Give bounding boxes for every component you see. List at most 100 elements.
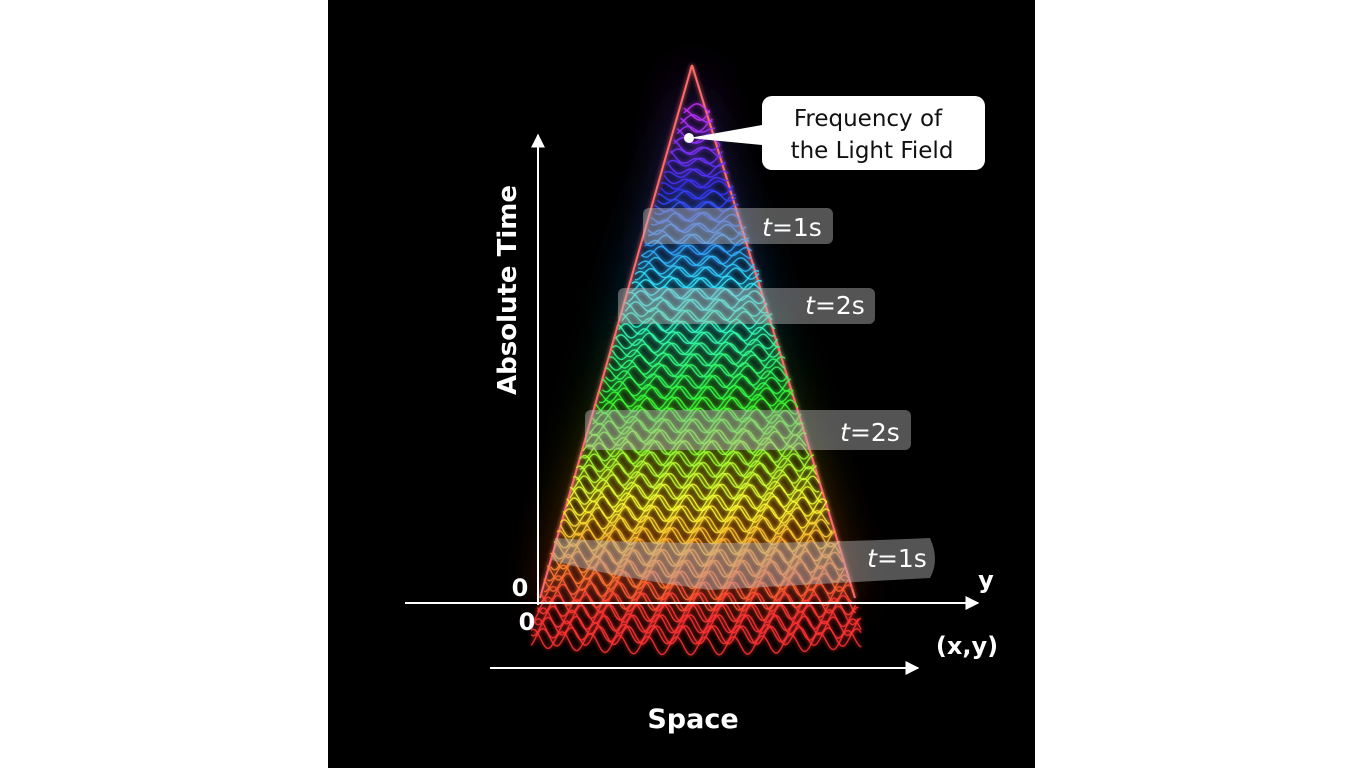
slice-var: t — [840, 418, 851, 447]
wave — [644, 233, 750, 247]
wave — [660, 179, 734, 192]
wave — [621, 309, 773, 325]
slice-band — [618, 288, 875, 324]
wave — [602, 374, 791, 392]
wave — [550, 548, 844, 570]
wave — [666, 162, 726, 177]
slice-value: =1s — [877, 544, 927, 573]
wave — [670, 150, 724, 165]
callout-text: the Light Field — [791, 138, 954, 164]
wave — [566, 494, 828, 515]
wave — [592, 407, 801, 426]
wave — [657, 193, 736, 211]
slice-value: =2s — [815, 291, 865, 320]
wave — [631, 277, 762, 292]
slice-value: =1s — [772, 213, 822, 242]
wave — [673, 139, 721, 154]
wave — [530, 625, 862, 647]
wave — [530, 628, 862, 656]
slice-var: t — [762, 213, 773, 242]
slice-label: t=2s — [840, 418, 900, 447]
wave — [595, 396, 799, 414]
wave — [676, 125, 716, 135]
space-label: Space — [647, 704, 738, 735]
wave — [602, 378, 791, 400]
wave — [605, 363, 789, 381]
wave — [585, 433, 807, 456]
origin-label: 0 — [519, 608, 536, 636]
slice-label: t=1s — [762, 213, 822, 242]
wave — [556, 530, 836, 556]
y-label: y — [978, 566, 994, 594]
wave — [572, 472, 820, 492]
wave — [628, 291, 766, 311]
callout-text: Frequency of — [794, 106, 943, 132]
wave — [536, 592, 857, 615]
wave — [530, 614, 862, 637]
xy-label: (x,y) — [936, 632, 998, 660]
callout: Frequency of the Light Field — [684, 96, 985, 170]
wave — [637, 255, 755, 270]
cone — [530, 64, 862, 656]
wave — [670, 146, 723, 158]
wave — [562, 505, 830, 525]
wave — [611, 346, 781, 367]
wave — [592, 412, 802, 434]
wave — [667, 157, 726, 168]
wave — [533, 606, 859, 634]
slice: t=2s — [618, 288, 875, 324]
wave — [676, 128, 716, 144]
slice: t=2s — [585, 410, 911, 450]
wave — [562, 509, 830, 534]
slice-band — [585, 410, 911, 450]
wave — [549, 553, 843, 579]
wave — [585, 429, 807, 448]
wave — [647, 226, 747, 245]
wave — [618, 320, 776, 335]
wave — [654, 207, 739, 222]
slice-var: t — [867, 544, 878, 573]
wave — [543, 574, 849, 601]
wave — [628, 287, 766, 303]
wave — [559, 521, 833, 545]
wave — [634, 266, 760, 281]
slice: t=1s — [552, 538, 935, 590]
slice-var: t — [805, 291, 816, 320]
wave — [680, 114, 713, 125]
slice-label: t=2s — [805, 291, 865, 320]
time-label: Absolute Time — [493, 185, 523, 395]
slice-value: =2s — [850, 418, 900, 447]
wave — [588, 418, 805, 437]
wave — [608, 353, 786, 369]
wave — [683, 103, 711, 114]
wave — [566, 498, 828, 523]
wave — [625, 302, 768, 323]
wave — [530, 618, 862, 645]
wave — [559, 516, 833, 536]
wave — [588, 422, 804, 445]
wave — [631, 281, 763, 300]
wave — [680, 117, 713, 133]
wave — [556, 527, 836, 548]
wave — [663, 168, 729, 179]
wave — [598, 390, 794, 411]
wave — [611, 342, 781, 358]
wave — [618, 324, 775, 345]
wave — [657, 190, 737, 202]
slice-band — [643, 208, 833, 244]
slice-band — [552, 538, 935, 590]
wave — [553, 542, 841, 568]
wave — [647, 222, 747, 236]
origin-label: 0 — [512, 574, 529, 602]
wave — [663, 174, 729, 189]
wave — [582, 444, 810, 467]
slice: t=1s — [643, 208, 833, 244]
wave — [553, 537, 841, 559]
wave — [614, 331, 778, 348]
wave — [576, 461, 817, 481]
wave — [644, 238, 750, 256]
wave — [598, 385, 794, 403]
slices: t=1st=2st=2st=1s — [552, 208, 935, 590]
